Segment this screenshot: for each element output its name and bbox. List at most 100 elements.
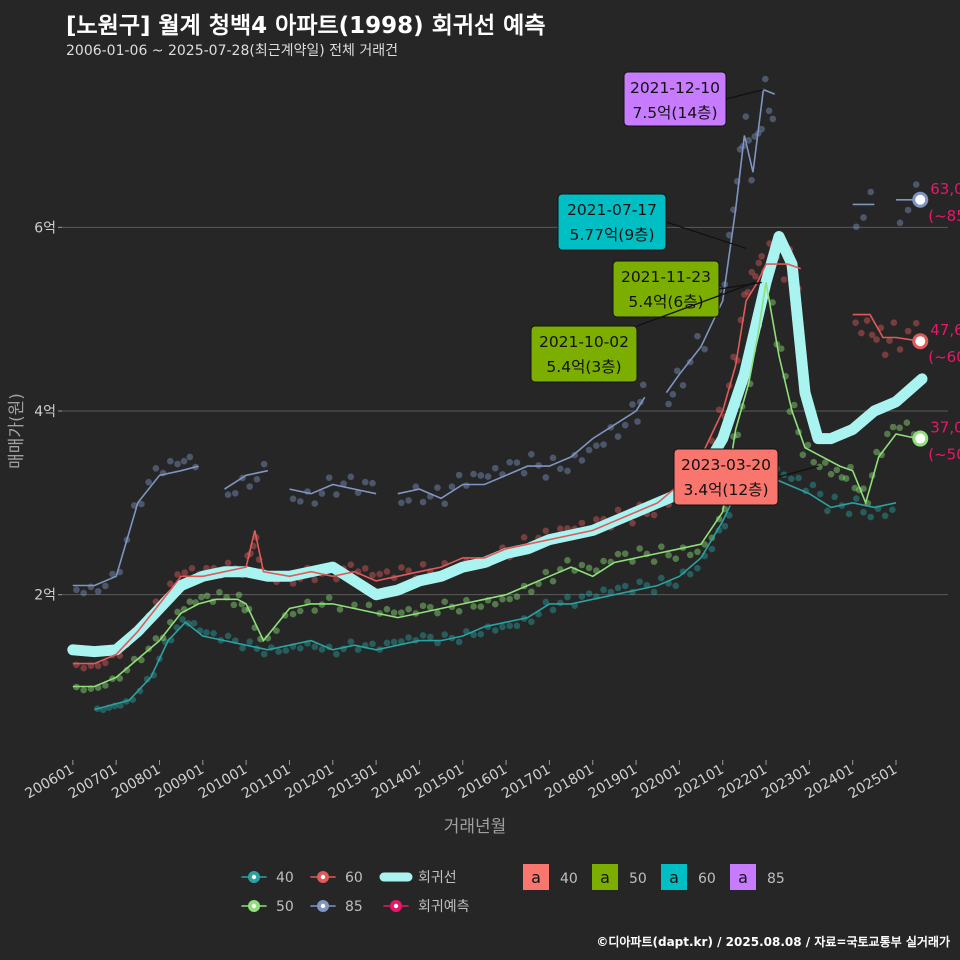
scatter-point <box>852 223 860 231</box>
scatter-point <box>542 598 550 606</box>
scatter-point <box>296 645 304 652</box>
scatter-point <box>542 568 550 576</box>
scatter-point <box>556 465 564 473</box>
scatter-point <box>873 336 880 343</box>
forecast-price-label: 37,000 <box>930 419 960 437</box>
scatter-point <box>889 506 896 513</box>
x-tick-label: 201901 <box>586 762 640 803</box>
legend-label: 회귀선 <box>418 870 457 886</box>
series-line-s60 <box>852 313 921 342</box>
scatter-point <box>821 459 829 467</box>
scatter-point <box>513 459 521 466</box>
scatter-point <box>725 512 733 519</box>
scatter-point <box>886 337 893 344</box>
x-tick-label: 201201 <box>282 762 336 803</box>
scatter-point <box>593 516 600 523</box>
scatter-point <box>136 687 144 695</box>
scatter-point <box>748 268 756 276</box>
scatter-point <box>73 661 80 669</box>
scatter-point <box>600 557 607 565</box>
scatter-point <box>751 133 759 140</box>
scatter-point <box>145 478 152 486</box>
scatter-point <box>564 557 571 564</box>
scatter-point <box>186 598 194 605</box>
scatter-point <box>230 601 238 609</box>
scatter-point <box>405 634 412 641</box>
scatter-point <box>311 576 319 584</box>
scatter-point <box>190 619 198 627</box>
scatter-point <box>167 457 174 465</box>
scatter-point <box>679 568 687 575</box>
scatter-point <box>790 401 798 409</box>
annotation-date: 2021-12-10 <box>630 79 720 97</box>
scatter-point <box>304 598 311 606</box>
scatter-point <box>296 498 304 505</box>
scatter-point <box>318 646 326 653</box>
forecast-price-label: 63,000 <box>930 180 960 198</box>
scatter-point <box>867 188 875 196</box>
scatter-point <box>578 561 586 569</box>
scatter-point <box>665 551 672 559</box>
scatter-point <box>852 495 860 502</box>
annotation-2021-07-17: 2021-07-17 5.77억(9층) <box>557 193 747 251</box>
scatter-point <box>216 588 223 596</box>
scatter-point <box>434 639 441 647</box>
legend-box-glyph: a <box>600 868 610 887</box>
scatter-point <box>721 522 729 530</box>
x-tick-label: 202101 <box>672 762 726 803</box>
scatter-point <box>629 558 636 565</box>
scatter-point <box>564 593 571 601</box>
scatter-point <box>434 609 441 617</box>
scatter-point <box>470 603 477 610</box>
x-tick-label: 201701 <box>499 762 553 803</box>
scatter-point <box>593 442 600 449</box>
scatter-point <box>365 601 373 609</box>
scatter-point <box>333 491 340 498</box>
scatter-point <box>842 475 850 482</box>
scatter-point <box>852 319 859 326</box>
x-tick-label: 200701 <box>66 762 120 803</box>
legend-label: 60 <box>345 870 363 886</box>
scatter-point <box>831 493 838 501</box>
scatter-point <box>412 483 420 491</box>
legend-box-glyph: a <box>738 868 748 887</box>
scatter-point <box>441 631 449 638</box>
scatter-point <box>845 510 853 518</box>
forecast-area-label: (~60㎡) <box>928 348 960 366</box>
scatter-point <box>463 596 470 604</box>
scatter-point <box>246 638 254 645</box>
chart-title: [노원구] 월계 청백4 아파트(1998) 회귀선 예측 <box>66 13 546 39</box>
annotation-2021-11-23: 2021-11-23 5.4억(6층) <box>612 260 762 318</box>
scatter-point <box>253 476 261 483</box>
scatter-point <box>762 75 769 83</box>
scatter-point <box>672 555 680 562</box>
scatter-point <box>896 346 904 353</box>
scatter-point <box>80 589 87 597</box>
scatter-point <box>73 586 80 594</box>
scatter-point <box>426 633 434 641</box>
x-tick-label: 202001 <box>629 762 683 803</box>
scatter-point <box>672 582 680 590</box>
scatter-point <box>755 259 763 267</box>
x-tick-label: 201501 <box>412 762 466 803</box>
chart-subtitle: 2006-01-06 ~ 2025-07-28(최근계약일) 전체 거래건 <box>66 43 398 59</box>
legend-box <box>730 864 756 890</box>
scatter-point <box>499 595 506 603</box>
scatter-point <box>769 115 777 123</box>
scatter-point <box>138 500 145 508</box>
scatter-point <box>549 606 557 614</box>
scatter-point <box>564 467 571 475</box>
scatter-point <box>441 500 449 508</box>
scatter-point <box>549 577 557 585</box>
scatter-point <box>491 600 499 608</box>
scatter-point <box>181 569 189 576</box>
scatter-point <box>455 638 463 646</box>
scatter-point <box>87 583 95 591</box>
scatter-point <box>816 463 823 471</box>
scatter-point <box>810 458 817 466</box>
scatter-point <box>686 551 694 559</box>
scatter-point <box>174 460 181 468</box>
scatter-point <box>694 332 701 340</box>
y-axis-title: 매매가(원) <box>7 393 27 469</box>
scatter-point <box>398 499 405 507</box>
